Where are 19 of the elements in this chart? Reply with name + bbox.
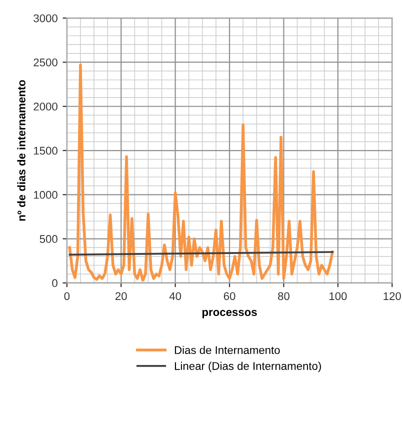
x-tick-label: 40 — [169, 292, 182, 300]
line-series — [68, 63, 334, 282]
y-tick-label: 0 — [52, 279, 58, 288]
y-tick-label: 2500 — [34, 58, 58, 66]
x-tick-label: 20 — [115, 292, 127, 300]
legend-label: Dias de Internamento — [174, 346, 280, 354]
x-tick-label: 120 — [384, 292, 401, 300]
x-tick-label: 0 — [64, 292, 70, 300]
x-tick-label: 100 — [329, 292, 347, 300]
y-axis-title: nº de dias de internamento — [17, 80, 26, 221]
y-tick-label: 3000 — [34, 14, 58, 22]
x-axis-title: processos — [202, 310, 257, 318]
legend-label: Linear (Dias de Internamento) — [174, 362, 321, 372]
y-tick-label: 1000 — [34, 190, 58, 199]
y-tick-label: 1500 — [34, 146, 58, 155]
x-tick-label: 80 — [278, 292, 290, 300]
y-tick-label: 500 — [40, 235, 58, 243]
y-tick-label: 2000 — [34, 102, 58, 111]
x-tick-label: 60 — [224, 292, 236, 300]
